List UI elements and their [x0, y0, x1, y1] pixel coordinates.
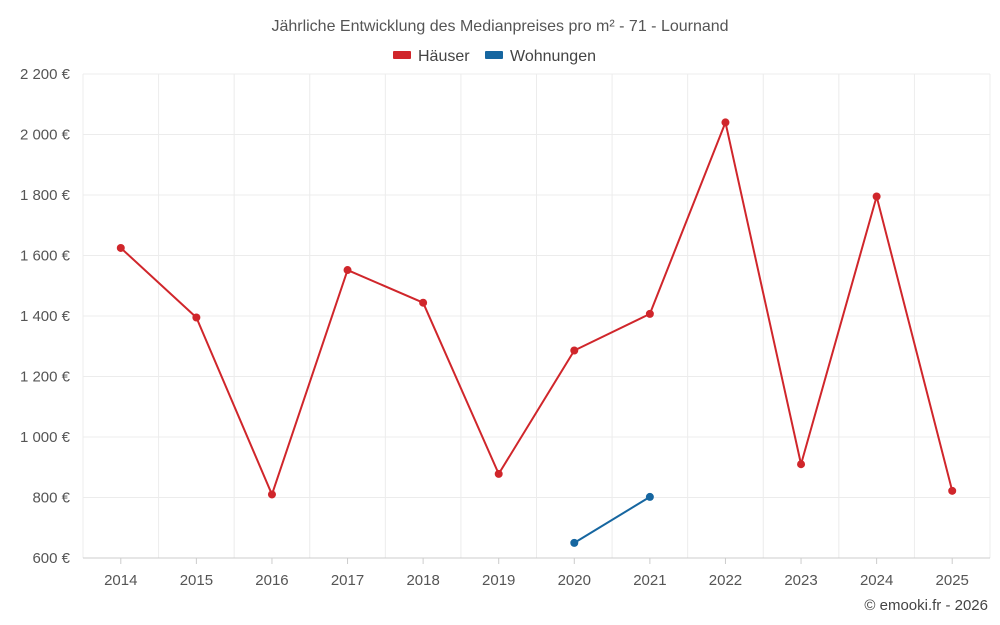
credit-text: © emooki.fr - 2026: [864, 597, 988, 614]
data-point[interactable]: [494, 469, 503, 478]
series: [116, 118, 957, 547]
x-tick-label: 2020: [558, 572, 591, 589]
chart-title: Jährliche Entwicklung des Medianpreises …: [271, 18, 728, 35]
y-tick-label: 1 400 €: [20, 308, 71, 325]
x-tick-label: 2021: [633, 572, 666, 589]
x-tick-label: 2023: [784, 572, 817, 589]
legend-label-houses: Häuser: [418, 48, 470, 65]
axes: 600 € 800 € 1 000 € 1 200 € 1 400 € 1 600 € 1 …: [20, 66, 990, 589]
series-houses: [116, 118, 957, 499]
y-tick-label: 2 000 €: [20, 127, 71, 144]
x-tick-label: 2014: [104, 572, 137, 589]
x-tick-label: 2019: [482, 572, 515, 589]
data-point[interactable]: [116, 243, 125, 252]
legend-swatch-houses: [393, 51, 411, 59]
x-tick-label: 2016: [255, 572, 288, 589]
y-tick-label: 1 600 €: [20, 248, 71, 265]
data-point[interactable]: [267, 490, 276, 499]
series-line: [120, 121, 954, 496]
data-point[interactable]: [570, 538, 579, 547]
x-tick-label: 2024: [860, 572, 893, 589]
y-tick-label: 2 200 €: [20, 66, 71, 83]
y-tick-label: 800 €: [32, 490, 70, 507]
y-tick-label: 1 800 €: [20, 187, 71, 204]
data-point[interactable]: [721, 118, 730, 127]
data-point[interactable]: [948, 486, 957, 495]
legend-item-apartments[interactable]: Wohnungen: [485, 48, 596, 65]
data-point[interactable]: [797, 460, 806, 469]
grid: [82, 73, 991, 559]
data-point[interactable]: [570, 346, 579, 355]
series-apartments: [570, 492, 654, 547]
y-tick-label: 1 200 €: [20, 369, 71, 386]
y-tick-label: 600 €: [32, 550, 70, 567]
legend-label-apartments: Wohnungen: [510, 48, 596, 65]
data-point[interactable]: [419, 298, 428, 307]
legend: Häuser Wohnungen: [393, 48, 596, 65]
legend-swatch-apartments: [485, 51, 503, 59]
legend-item-houses[interactable]: Häuser: [393, 48, 470, 65]
x-tick-label: 2018: [406, 572, 439, 589]
data-point[interactable]: [192, 313, 201, 322]
x-tick-label: 2017: [331, 572, 364, 589]
y-tick-label: 1 000 €: [20, 429, 71, 446]
data-point[interactable]: [343, 266, 352, 275]
x-tick-label: 2015: [180, 572, 213, 589]
series-line: [573, 496, 651, 544]
data-point[interactable]: [645, 492, 654, 501]
x-tick-label: 2025: [936, 572, 969, 589]
data-point[interactable]: [645, 309, 654, 318]
data-point[interactable]: [872, 192, 881, 201]
x-tick-label: 2022: [709, 572, 742, 589]
